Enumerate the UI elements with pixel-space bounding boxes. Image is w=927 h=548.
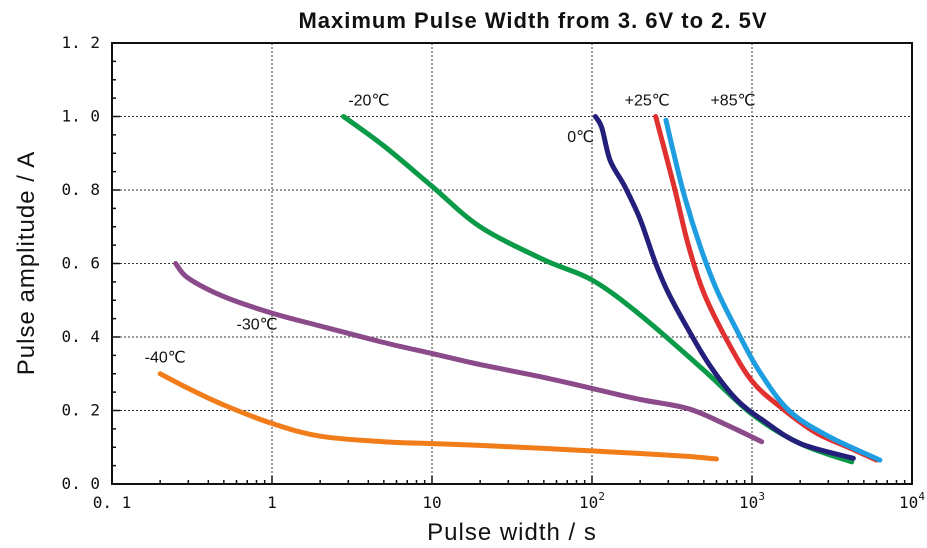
x-tick-label: 10 [422,493,441,512]
x-tick-base: 1 [267,493,277,512]
x-tick-exponent: 3 [758,490,765,503]
x-axis-label: Pulse width / s [427,519,597,546]
x-tick-base: 10 [739,493,758,512]
series-label: -40℃ [145,350,186,367]
series-curves [157,114,883,465]
x-tick-base: 10 [579,493,598,512]
gridlines [112,43,912,484]
x-tick-base: 10 [422,493,441,512]
y-tick-label: 0. 0 [61,474,100,493]
y-tick-label: 0. 2 [61,401,100,420]
series-label: -30℃ [237,317,278,334]
series-label: +85℃ [710,92,755,109]
x-tick-exponent: 4 [918,490,925,503]
series-labels: -20℃ -30℃ -40℃ 0℃ +25℃ +85℃ [145,92,756,366]
series-line [592,114,856,461]
chart-title: Maximum Pulse Width from 3. 6V to 2. 5V [298,8,767,33]
series-line [653,114,879,463]
series-label: -20℃ [348,92,389,109]
x-tick-label: 103 [739,490,765,512]
x-tick-label: 1 [267,493,277,512]
y-tick-label: 0. 4 [61,327,100,346]
y-tick-label: 1. 2 [61,33,100,52]
series-label: +25℃ [625,92,670,109]
x-tick-base: 10 [899,493,918,512]
x-tick-label: 104 [899,490,925,512]
y-tick-label: 1. 0 [61,107,100,126]
x-tick-label: 102 [579,490,605,512]
series-line [663,117,883,463]
y-tick-label: 0. 8 [61,180,100,199]
y-tick-label: 0. 6 [61,254,100,273]
y-axis-label: Pulse amplitude / A [13,151,40,375]
x-tick-label: 0. 1 [93,493,132,512]
x-tick-exponent: 2 [598,490,605,503]
series-line [157,371,719,462]
series-label: 0℃ [567,129,594,146]
x-tick-base: 0. 1 [93,493,132,512]
series-line [173,261,765,445]
